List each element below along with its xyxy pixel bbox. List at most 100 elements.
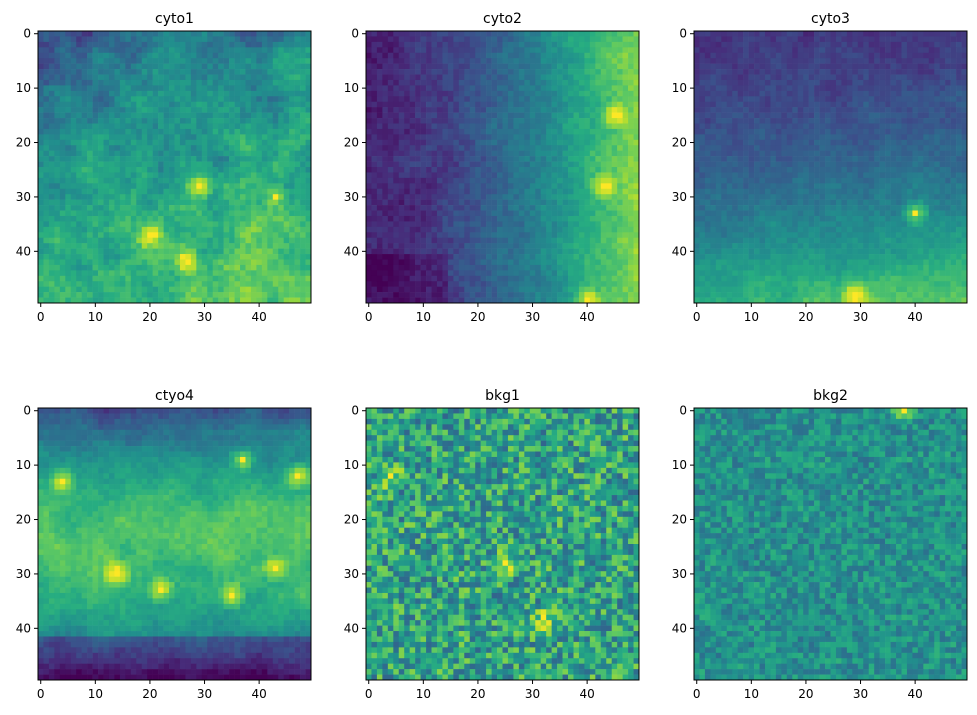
heatmap-cell	[65, 243, 71, 249]
heatmap-cell	[120, 42, 126, 48]
heatmap-cell	[142, 64, 148, 70]
heatmap-cell	[612, 91, 618, 97]
heatmap-cell	[207, 287, 213, 293]
heatmap-cell	[49, 238, 55, 244]
heatmap-cell	[153, 211, 159, 217]
heatmap-cell	[114, 292, 120, 298]
heatmap-cell	[71, 216, 77, 222]
heatmap-cell	[218, 221, 224, 227]
heatmap-cell	[82, 134, 88, 140]
heatmap-cell	[410, 31, 416, 37]
heatmap-cell	[175, 249, 181, 255]
heatmap-cell	[245, 129, 251, 135]
heatmap-cell	[93, 69, 99, 75]
heatmap-cell	[459, 107, 465, 113]
heatmap-cell	[262, 69, 268, 75]
heatmap-cell	[590, 64, 596, 70]
heatmap-cell	[76, 102, 82, 108]
heatmap-cell	[147, 249, 153, 255]
heatmap-cell	[65, 36, 71, 42]
heatmap-cell	[278, 298, 284, 304]
heatmap-cell	[43, 80, 49, 86]
heatmap-cell	[158, 123, 164, 129]
heatmap-cell	[202, 287, 208, 293]
heatmap-cell	[147, 178, 153, 184]
heatmap-cell	[513, 96, 519, 102]
heatmap-cell	[492, 64, 498, 70]
heatmap-cell	[147, 270, 153, 276]
heatmap-cell	[284, 42, 290, 48]
heatmap-cell	[60, 42, 66, 48]
heatmap-cell	[175, 96, 181, 102]
heatmap-cell	[289, 298, 295, 304]
heatmap-cell	[481, 64, 487, 70]
heatmap-cell	[98, 249, 104, 255]
heatmap-cell	[552, 31, 558, 37]
heatmap-cell	[432, 53, 438, 59]
heatmap-cell	[54, 211, 60, 217]
heatmap-cell	[76, 129, 82, 135]
heatmap-cell	[196, 36, 202, 42]
heatmap-cell	[262, 249, 268, 255]
heatmap-cell	[267, 42, 273, 48]
heatmap-cell	[218, 47, 224, 53]
heatmap-cell	[153, 172, 159, 178]
heatmap-cell	[196, 211, 202, 217]
heatmap-cell	[76, 167, 82, 173]
heatmap-cell	[202, 64, 208, 70]
heatmap-cell	[306, 259, 312, 265]
heatmap-cell	[153, 107, 159, 113]
heatmap-cell	[104, 287, 110, 293]
heatmap-cell	[196, 254, 202, 260]
heatmap-cell	[76, 216, 82, 222]
heatmap-cell	[262, 118, 268, 124]
heatmap-cell	[175, 113, 181, 119]
heatmap-cell	[142, 118, 148, 124]
heatmap-cell	[251, 167, 257, 173]
heatmap-cell	[60, 243, 66, 249]
heatmap-cell	[202, 254, 208, 260]
heatmap-cell	[590, 58, 596, 64]
heatmap-cell	[535, 58, 541, 64]
heatmap-cell	[306, 211, 312, 217]
heatmap-cell	[503, 75, 509, 81]
heatmap-cell	[164, 249, 170, 255]
heatmap-cell	[109, 75, 115, 81]
heatmap-cell	[142, 243, 148, 249]
heatmap-cell	[202, 162, 208, 168]
heatmap-cell	[218, 42, 224, 48]
heatmap-cell	[382, 53, 388, 59]
heatmap-cell	[136, 243, 142, 249]
heatmap-cell	[306, 151, 312, 157]
heatmap-cell	[595, 53, 601, 59]
heatmap-cell	[60, 189, 66, 195]
heatmap-cell	[76, 243, 82, 249]
heatmap-cell	[202, 129, 208, 135]
heatmap-cell	[481, 36, 487, 42]
heatmap-cell	[448, 85, 454, 91]
heatmap-cell	[251, 200, 257, 206]
heatmap-cell	[262, 123, 268, 129]
heatmap-cell	[120, 118, 126, 124]
heatmap-cell	[273, 194, 279, 200]
heatmap-cell	[196, 276, 202, 282]
heatmap-cell	[109, 96, 115, 102]
heatmap-cell	[306, 113, 312, 119]
heatmap-cell	[43, 91, 49, 97]
heatmap-cell	[153, 189, 159, 195]
heatmap-cell	[382, 107, 388, 113]
heatmap-cell	[256, 151, 262, 157]
heatmap-cell	[262, 183, 268, 189]
heatmap-cell	[289, 270, 295, 276]
heatmap-cell	[448, 69, 454, 75]
heatmap-cell	[164, 200, 170, 206]
heatmap-cell	[54, 162, 60, 168]
heatmap-cell	[43, 64, 49, 70]
heatmap-cell	[224, 53, 230, 59]
heatmap-cell	[278, 254, 284, 260]
heatmap-cell	[131, 75, 137, 81]
heatmap-cell	[98, 254, 104, 260]
heatmap-cell	[278, 270, 284, 276]
heatmap-cell	[131, 140, 137, 146]
